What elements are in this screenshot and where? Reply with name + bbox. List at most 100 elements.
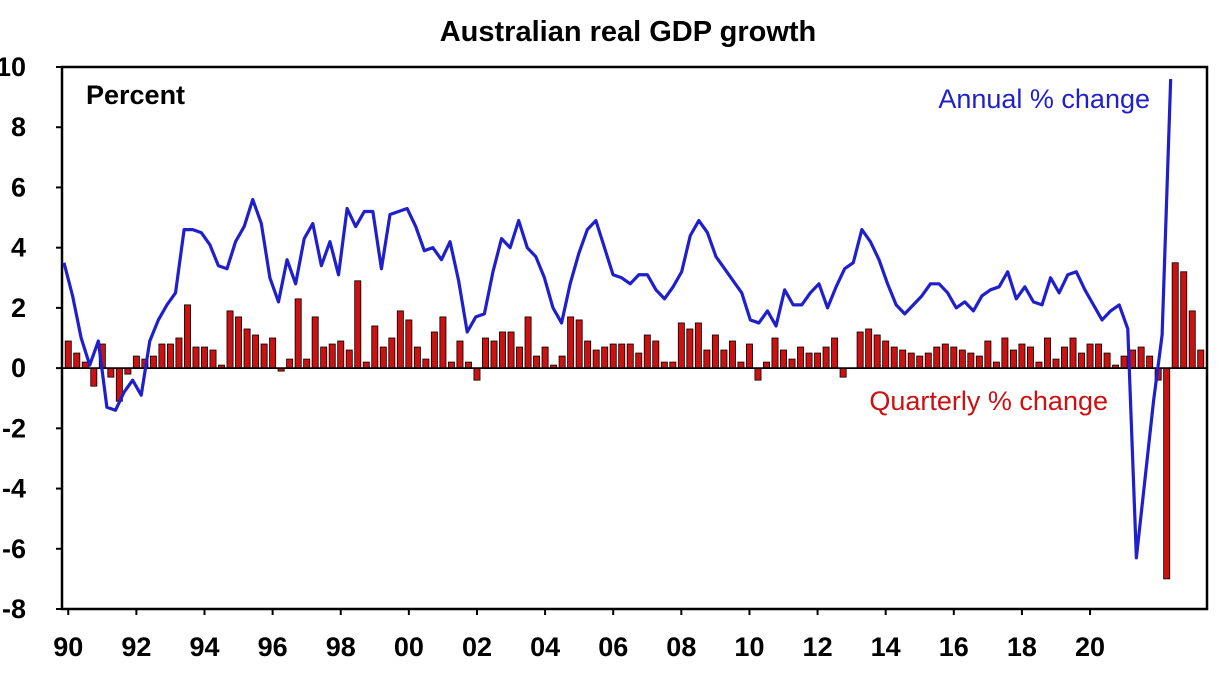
x-tick-label: 14 <box>871 632 901 662</box>
quarterly-bar <box>541 346 549 369</box>
x-tick-label: 90 <box>53 632 83 662</box>
quarterly-bar <box>958 349 966 369</box>
quarterly-bar <box>1078 352 1085 369</box>
plot-area <box>60 65 1209 611</box>
quarterly-bar <box>1180 271 1188 369</box>
quarterly-bar <box>1009 349 1017 369</box>
quarterly-bar <box>720 349 728 369</box>
quarterly-bar <box>1052 358 1060 369</box>
x-tick-label: 16 <box>939 632 969 662</box>
quarterly-bar <box>575 319 583 369</box>
quarterly-bar <box>652 340 660 369</box>
quarterly-bar <box>814 352 822 369</box>
y-tick-label: -4 <box>2 474 26 504</box>
chart-title: Australian real GDP growth <box>440 16 817 48</box>
x-tick-label: 20 <box>1075 632 1105 662</box>
y-tick-label: 6 <box>11 172 26 202</box>
quarterly-bar <box>728 340 736 369</box>
quarterly-bar <box>379 346 387 369</box>
quarterly-bar <box>166 343 174 369</box>
x-tick-label: 04 <box>530 632 560 662</box>
x-tick-label: 10 <box>734 632 764 662</box>
y-tick-label: 10 <box>0 52 26 82</box>
quarterly-bar <box>124 367 132 375</box>
quarterly-bar <box>243 328 251 369</box>
quarterly-bar <box>337 340 345 369</box>
quarterly-bar <box>592 349 600 369</box>
quarterly-bar <box>1095 343 1103 369</box>
quarterly-bar <box>286 358 294 369</box>
quarterly-bar <box>941 343 949 369</box>
quarterly-bar <box>635 352 643 369</box>
quarterly-bar <box>1146 355 1154 369</box>
quarterly-bar <box>771 337 779 369</box>
quarterly-bar <box>175 337 183 369</box>
quarterly-bar <box>311 316 319 369</box>
quarterly-bar <box>601 346 609 369</box>
quarterly-bar <box>1069 337 1077 369</box>
quarterly-bar <box>609 343 617 369</box>
quarterly-bar <box>711 334 719 369</box>
quarterly-bar <box>192 346 200 369</box>
x-tick-label: 06 <box>598 632 628 662</box>
quarterly-bar <box>499 331 506 369</box>
quarterly-bar <box>669 361 677 369</box>
quarterly-bar <box>567 316 575 369</box>
x-tick-label: 92 <box>121 632 151 662</box>
annual-series-label: Annual % change <box>938 84 1150 114</box>
quarterly-bar <box>524 316 532 369</box>
x-tick-label: 94 <box>189 632 219 662</box>
quarterly-bar <box>439 316 447 369</box>
quarterly-bar <box>226 310 234 369</box>
quarterly-bar <box>464 361 472 369</box>
quarterly-bar <box>456 340 464 369</box>
x-tick-label: 98 <box>326 632 356 662</box>
quarterly-bar <box>856 331 864 369</box>
quarterly-bar <box>158 343 166 369</box>
quarterly-bar <box>558 355 566 369</box>
quarterly-bar <box>805 352 813 369</box>
quarterly-bar <box>660 361 668 369</box>
y-axis-ticks: -8 -6 -4 -2 0 2 4 6 8 10 <box>0 52 62 624</box>
quarterly-bar <box>209 349 217 369</box>
quarterly-bar <box>430 331 438 369</box>
quarterly-bar <box>992 361 1000 369</box>
quarterly-bar <box>686 328 694 369</box>
quarterly-bar <box>73 352 81 369</box>
quarterly-bar <box>413 346 421 369</box>
y-tick-label: 8 <box>11 112 26 142</box>
quarterly-bar <box>328 343 336 369</box>
quarterly-bar <box>1035 361 1043 369</box>
quarterly-bar <box>788 358 796 369</box>
quarterly-bar <box>703 349 711 369</box>
quarterly-bar <box>507 331 515 369</box>
x-tick-label: 18 <box>1007 632 1037 662</box>
x-tick-label: 08 <box>666 632 696 662</box>
quarterly-bar <box>643 334 651 369</box>
quarterly-bar <box>975 355 983 369</box>
quarterly-bar <box>865 328 873 369</box>
quarterly-bar <box>490 340 498 369</box>
x-tick-label: 12 <box>803 632 833 662</box>
quarterly-bar <box>933 346 941 369</box>
quarterly-bar <box>1018 343 1026 369</box>
quarterly-bar <box>320 346 328 369</box>
quarterly-bar <box>831 337 839 369</box>
quarterly-bar <box>1197 349 1205 369</box>
x-tick-label: 00 <box>394 632 424 662</box>
quarterly-bar <box>626 343 634 369</box>
quarterly-bar <box>396 310 404 369</box>
quarterly-bar <box>345 349 353 369</box>
quarterly-bar <box>1171 262 1179 369</box>
quarterly-bar <box>754 367 762 381</box>
y-tick-label: -2 <box>2 413 26 443</box>
unit-label: Percent <box>86 80 185 110</box>
quarterly-bar <box>890 346 898 369</box>
quarterly-bar <box>388 337 396 369</box>
annual-change-line <box>62 78 1173 560</box>
quarterly-bar <box>584 340 592 369</box>
quarterly-bar <box>694 322 702 369</box>
quarterly-bar <box>763 361 770 369</box>
y-tick-label: 4 <box>11 233 26 263</box>
quarterly-bar <box>64 340 72 369</box>
